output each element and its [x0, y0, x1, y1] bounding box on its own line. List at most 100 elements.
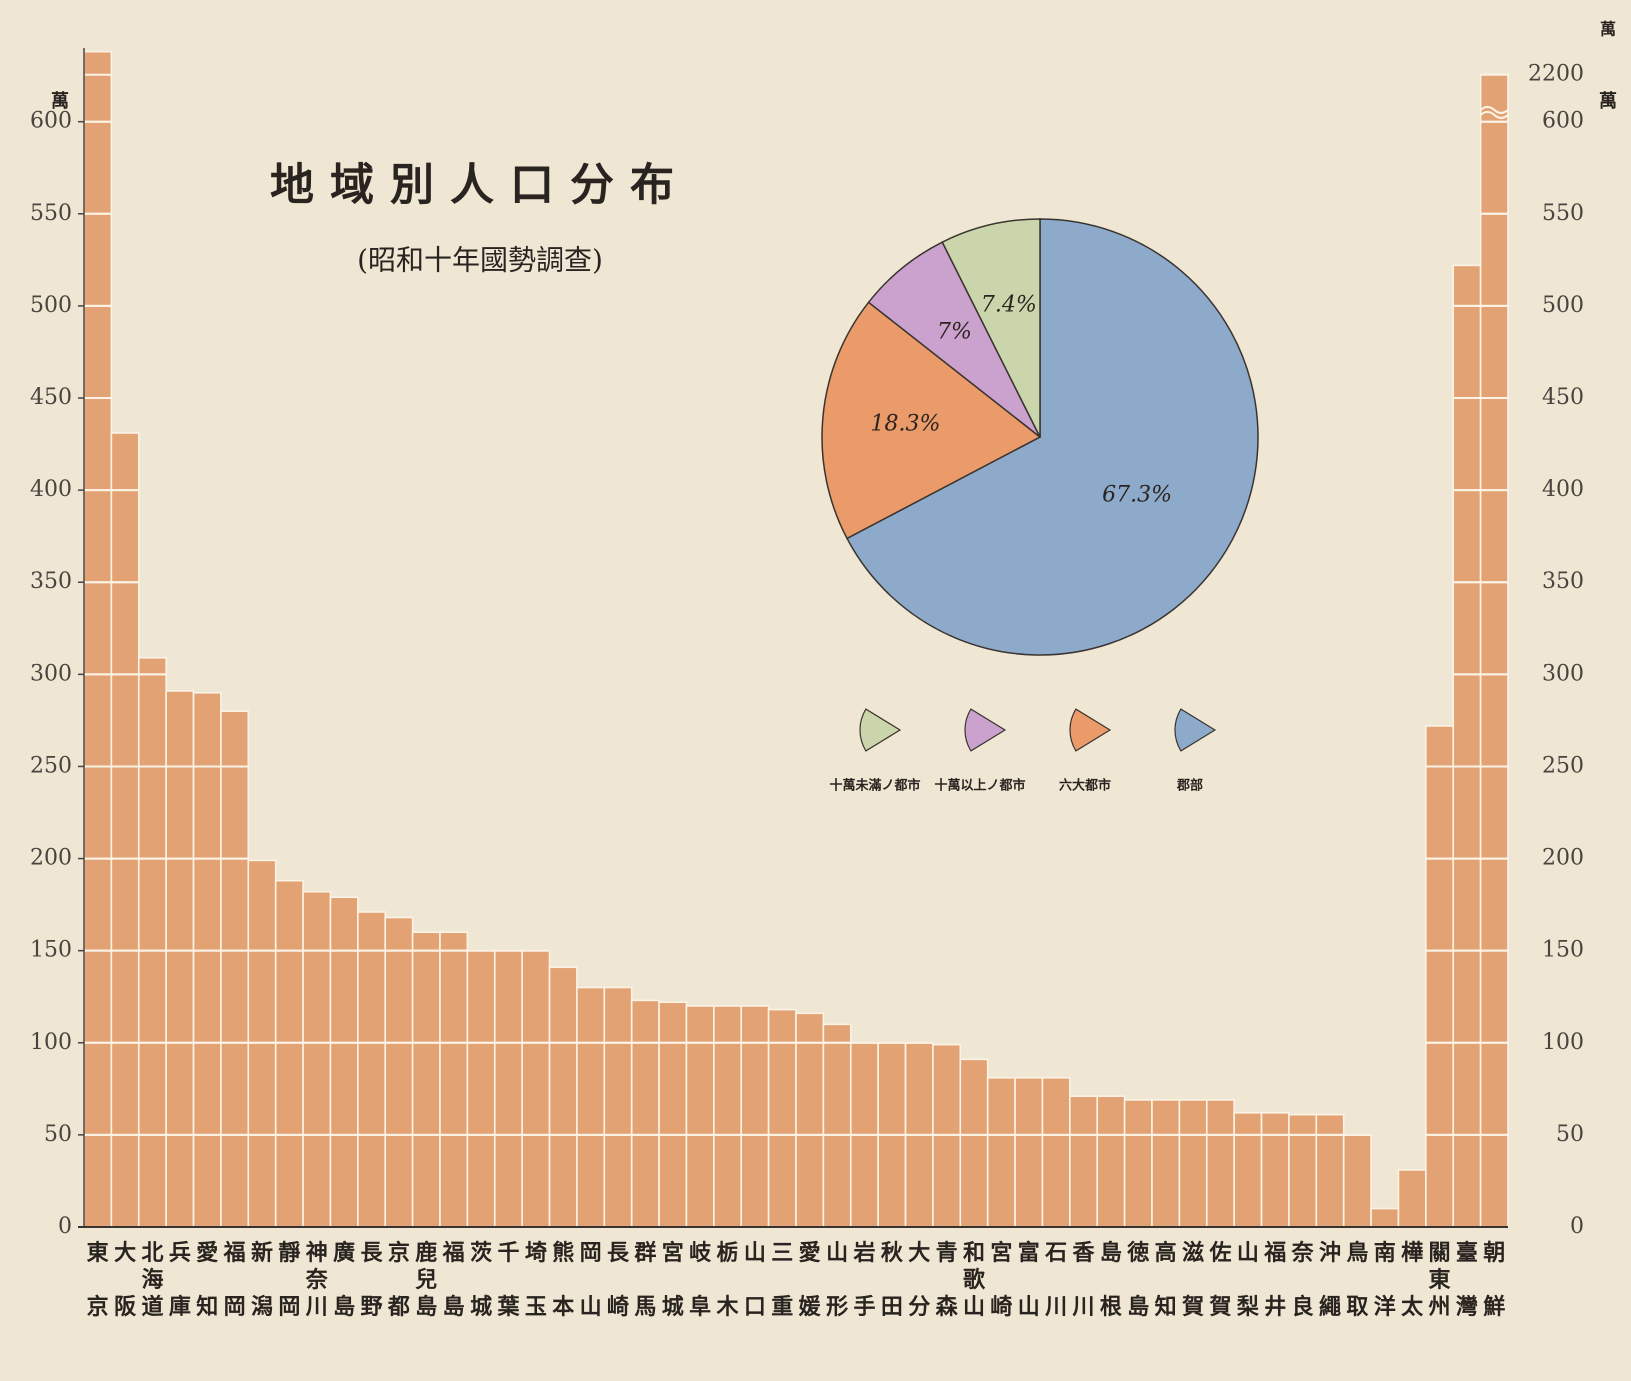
x-tick-label: 鹿兒島 [415, 1240, 437, 1320]
y2-tick-label: 200 [1542, 846, 1584, 871]
y-tick-label: 350 [30, 569, 72, 594]
legend-swatch [964, 708, 1007, 752]
x-tick-label: 和歌山 [963, 1240, 986, 1320]
bar [1151, 1099, 1181, 1228]
legend-label: 十萬未滿ノ都市 [829, 778, 920, 794]
x-tick-label: 福島 [442, 1240, 465, 1320]
x-tick-label: 奈良 [1291, 1240, 1315, 1320]
x-tick-label: 栃木 [716, 1240, 740, 1320]
y2-tick-label: 50 [1556, 1122, 1584, 1147]
bar [1178, 1099, 1208, 1228]
x-tick-label: 山口 [744, 1240, 766, 1320]
legend-label: 六大都市 [1059, 778, 1111, 794]
x-tick-label: 千葉 [496, 1240, 520, 1320]
y-tick-label: 50 [44, 1122, 72, 1147]
bar [83, 50, 113, 1228]
x-tick-label: 岡山 [580, 1240, 602, 1320]
x-tick-label: 大分 [908, 1240, 930, 1320]
y2-tick-label: 2200 [1528, 62, 1584, 87]
bar [740, 1005, 770, 1228]
x-tick-label: 廣島 [333, 1240, 355, 1320]
x-tick-label: 宮崎 [990, 1240, 1012, 1320]
bar [713, 1005, 743, 1228]
x-tick-label: 關東州 [1429, 1240, 1451, 1320]
bar [1260, 1111, 1290, 1228]
bar [548, 966, 578, 1228]
bar [1479, 73, 1509, 1228]
x-tick-label: 南洋 [1374, 1240, 1396, 1320]
bar [493, 949, 523, 1228]
legend-label: 郡部 [1176, 778, 1203, 794]
x-tick-label: 富山 [1018, 1240, 1040, 1320]
x-tick-label: 長野 [361, 1240, 384, 1320]
x-tick-label: 靜岡 [278, 1240, 300, 1320]
y-tick-label: 300 [30, 661, 72, 686]
bar [411, 931, 441, 1228]
x-tick-label: 佐賀 [1208, 1240, 1231, 1320]
chart-subtitle: (昭和十年國勢調查) [357, 244, 603, 277]
bar [822, 1023, 852, 1228]
bar [192, 691, 222, 1228]
bar [521, 949, 551, 1228]
pie-slice [941, 218, 1041, 438]
bar [658, 1001, 688, 1228]
bar [603, 986, 633, 1228]
bar [329, 896, 359, 1228]
bar [439, 931, 469, 1228]
x-tick-label: 茨城 [470, 1240, 492, 1320]
y-tick-label: 500 [30, 293, 72, 318]
legend-swatch [1069, 708, 1112, 752]
bar [1096, 1095, 1126, 1228]
unit-label: 萬 [51, 91, 69, 112]
y2-tick-label: 300 [1542, 661, 1584, 686]
x-tick-label: 鳥取 [1346, 1240, 1368, 1320]
x-tick-label: 愛知 [196, 1240, 218, 1320]
y-tick-label: 200 [30, 846, 72, 871]
bar [1041, 1076, 1071, 1228]
x-tick-label: 熊本 [552, 1240, 574, 1320]
x-tick-label: 群馬 [634, 1240, 656, 1320]
legend-label: 十萬以上ノ都市 [934, 778, 1025, 794]
axis-break [1479, 105, 1509, 119]
y2-tick-label: 450 [1542, 385, 1584, 410]
chart-title: 地域別人口分布 [270, 160, 690, 211]
x-tick-label: 臺灣 [1456, 1240, 1478, 1320]
bar [685, 1005, 715, 1228]
y2-tick-label: 550 [1542, 201, 1584, 226]
bar [1233, 1111, 1263, 1228]
y-tick-label: 100 [30, 1030, 72, 1055]
bar [1123, 1099, 1153, 1228]
x-tick-label: 岩手 [852, 1240, 875, 1320]
bar [302, 890, 332, 1228]
x-tick-label: 長崎 [607, 1240, 630, 1320]
x-tick-label: 兵庫 [169, 1240, 191, 1320]
x-tick-label: 愛媛 [799, 1240, 822, 1320]
bar [1014, 1076, 1044, 1228]
x-tick-label: 宮城 [662, 1240, 684, 1320]
x-tick-label: 青森 [936, 1240, 959, 1320]
x-tick-label: 朝鮮 [1483, 1240, 1505, 1320]
y2-tick-label: 500 [1542, 293, 1584, 318]
x-tick-label: 東京 [87, 1240, 109, 1320]
bar [1452, 264, 1482, 1228]
x-tick-label: 沖繩 [1319, 1240, 1341, 1320]
y-tick-label: 550 [30, 201, 72, 226]
unit-label: 萬 [1599, 91, 1617, 112]
x-tick-label: 香川 [1072, 1240, 1095, 1320]
bar [1370, 1207, 1400, 1228]
bar [384, 916, 414, 1228]
x-tick-label: 北海道 [141, 1240, 163, 1320]
bar [1342, 1134, 1372, 1228]
unit-label: 萬 [1600, 20, 1616, 39]
y-tick-label: 0 [58, 1214, 72, 1239]
bar [576, 986, 606, 1228]
y-tick-label: 450 [30, 385, 72, 410]
y2-tick-label: 350 [1542, 569, 1584, 594]
pie-value-label: 67.3% [1102, 483, 1172, 508]
bar [137, 656, 167, 1228]
bar [1425, 725, 1455, 1228]
y2-tick-label: 400 [1542, 477, 1584, 502]
bar [795, 1012, 825, 1228]
bar [110, 432, 140, 1228]
